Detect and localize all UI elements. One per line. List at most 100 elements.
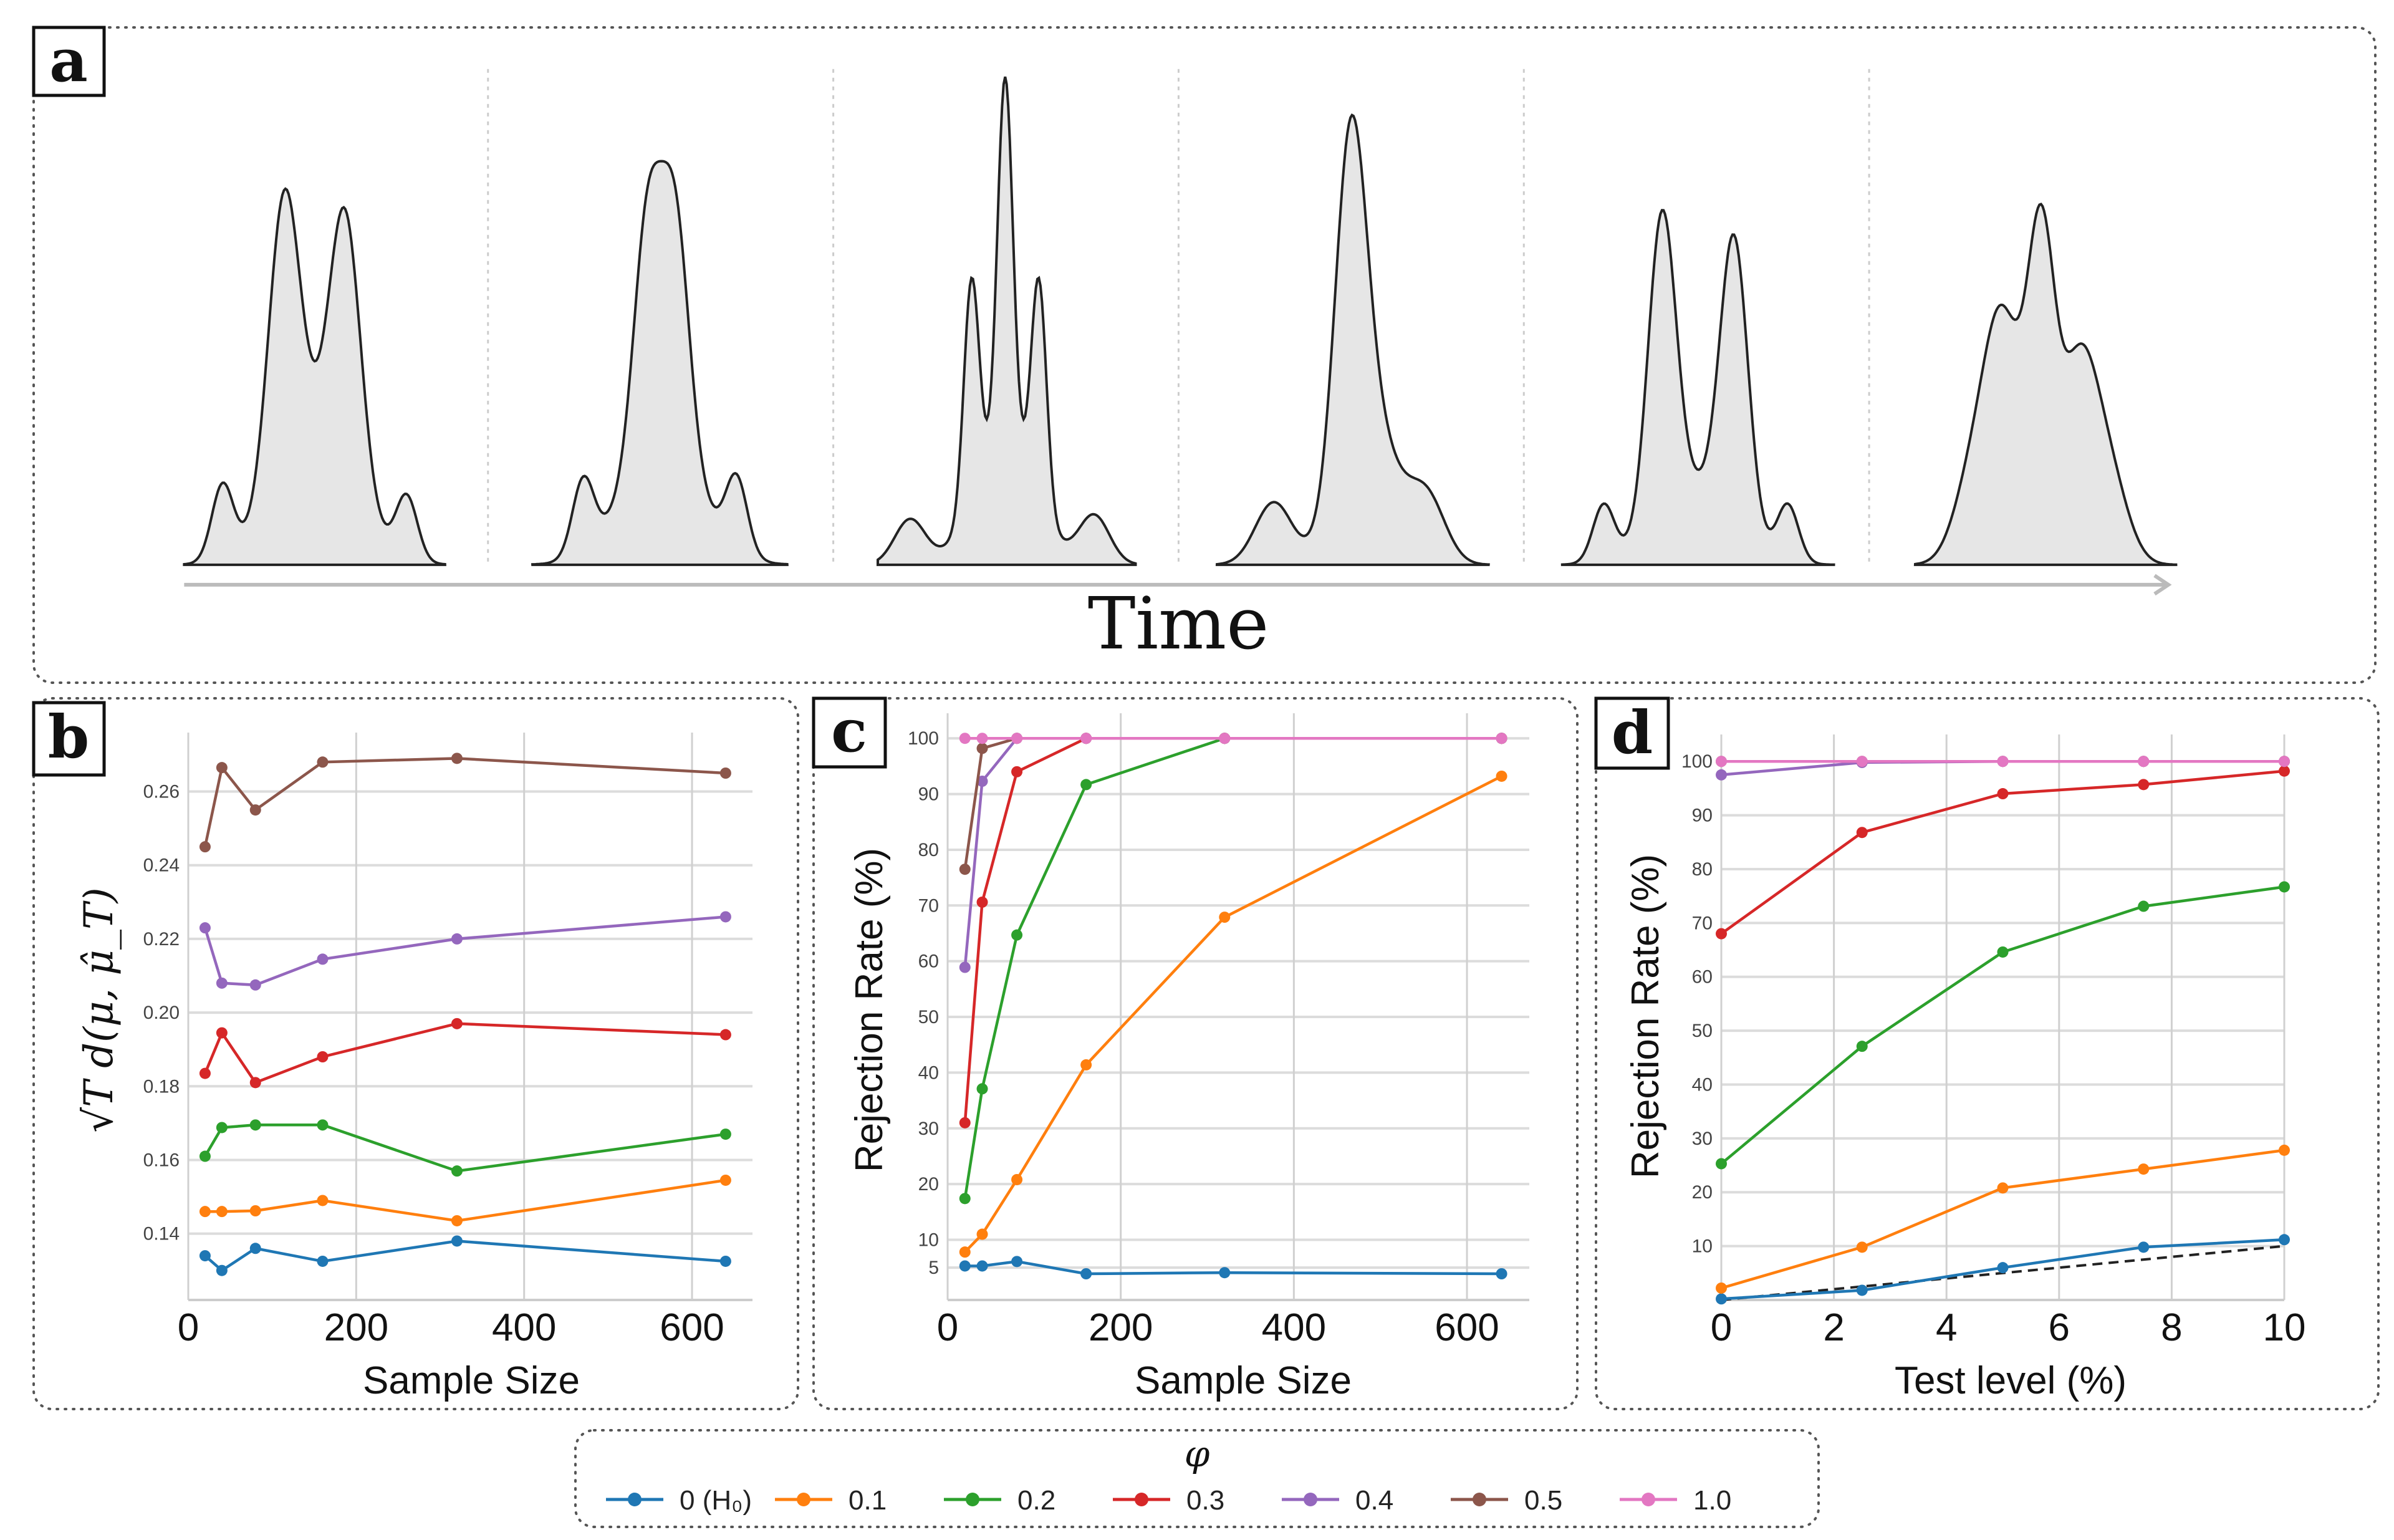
x-tick-label: 600 (1435, 1306, 1499, 1349)
data-point (199, 922, 211, 934)
data-point (959, 864, 971, 875)
y-tick-label: 100 (908, 728, 939, 749)
data-point (1856, 1041, 1868, 1052)
legend-item: 0.2 (944, 1485, 1055, 1516)
data-point (199, 1250, 211, 1262)
data-point (976, 1228, 988, 1240)
data-point (2279, 1234, 2290, 1246)
data-point (317, 1255, 329, 1267)
data-point (451, 1165, 463, 1177)
data-point (1080, 1059, 1092, 1071)
series-line-1 (204, 1178, 726, 1223)
data-point (249, 1077, 261, 1089)
legend-label: 0.3 (1186, 1485, 1224, 1516)
legend-marker (1642, 1493, 1655, 1506)
y-tick-label: 80 (1692, 859, 1713, 880)
panel-a-label: a (32, 26, 106, 97)
y-tick-label: 60 (1692, 967, 1713, 988)
data-point (719, 768, 731, 779)
x-tick-label: 8 (2161, 1306, 2182, 1349)
panel-c-frame (812, 697, 1579, 1410)
series-line-4 (963, 736, 1502, 968)
data-point (2279, 1144, 2290, 1156)
panel-b-label: b (32, 701, 106, 777)
density-distribution (183, 187, 446, 566)
data-point (2138, 900, 2150, 912)
legend-marker (1304, 1493, 1317, 1506)
legend-label: 0.1 (848, 1485, 887, 1516)
legend-item: 0.1 (775, 1485, 887, 1516)
data-point (249, 804, 261, 816)
data-point (1011, 733, 1023, 744)
y-tick-label: 60 (918, 951, 939, 972)
data-point (199, 1150, 211, 1162)
y-tick-label: 10 (1692, 1236, 1713, 1257)
data-point (216, 1206, 228, 1218)
data-point (976, 1260, 988, 1272)
legend-marker (797, 1493, 810, 1506)
panel-c-ylabel: Rejection Rate (%) (848, 848, 891, 1172)
data-point (1856, 756, 1868, 768)
y-tick-label: 0.24 (143, 855, 180, 876)
legend-frame (574, 1429, 1820, 1528)
legend-item: 0.4 (1282, 1485, 1393, 1516)
series-line-0 (204, 1239, 726, 1273)
data-point (199, 1067, 211, 1079)
x-tick-label: 0 (178, 1306, 199, 1349)
data-point (1219, 1267, 1231, 1279)
y-tick-label: 0.22 (143, 929, 180, 950)
data-point (451, 1215, 463, 1226)
data-point (1080, 779, 1092, 791)
data-point (216, 762, 228, 774)
panel-b-letter: b (48, 703, 89, 772)
data-point (2138, 756, 2150, 768)
legend-marker (1135, 1493, 1148, 1506)
data-point (1716, 1158, 1727, 1170)
data-point (1856, 1241, 1868, 1253)
data-point (2138, 1241, 2150, 1253)
data-point (1856, 1284, 1868, 1296)
y-tick-label: 20 (1692, 1182, 1713, 1203)
panel-c-label: c (812, 696, 887, 769)
panel-b-frame (32, 697, 799, 1410)
data-point (719, 1255, 731, 1267)
density-distribution (1560, 209, 1835, 566)
y-tick-label: 0.26 (143, 782, 180, 802)
data-point (976, 896, 988, 908)
y-tick-label: 40 (918, 1062, 939, 1083)
data-point (249, 1119, 261, 1131)
legend-item: 0.3 (1113, 1485, 1224, 1516)
y-tick-label: 50 (918, 1007, 939, 1027)
data-point (199, 1206, 211, 1218)
data-point (1716, 769, 1727, 781)
data-point (959, 961, 971, 973)
density-distribution (531, 160, 789, 566)
legend-item: 0.5 (1451, 1485, 1562, 1516)
panel-c-letter: c (831, 696, 867, 766)
series-line-4 (203, 915, 726, 987)
data-point (451, 933, 463, 945)
series-line-2 (1720, 885, 2285, 1165)
data-point (249, 1205, 261, 1216)
panel-d-xlabel: Test level (%) (1895, 1359, 2127, 1402)
legend-label: 0.5 (1524, 1485, 1562, 1516)
data-point (976, 743, 988, 754)
data-point (1716, 1282, 1727, 1294)
data-point (1997, 756, 2009, 768)
data-point (1716, 928, 1727, 940)
legend: 0 (H₀) 0.1 0.2 0.3 0.4 0.5 1.0 (606, 1485, 1731, 1516)
data-point (1219, 733, 1231, 744)
data-point (719, 1029, 731, 1041)
data-point (1011, 929, 1023, 941)
series-line-1 (964, 774, 1502, 1253)
legend-label: 0.2 (1017, 1485, 1055, 1516)
x-tick-label: 600 (660, 1306, 724, 1349)
legend-item: 1.0 (1620, 1485, 1731, 1516)
data-point (959, 1117, 971, 1129)
panel-d-label: d (1594, 696, 1670, 770)
panel-d-ylabel: Rejection Rate (%) (1624, 854, 1667, 1178)
y-tick-label: 0.16 (143, 1150, 180, 1170)
data-point (719, 1129, 731, 1140)
data-point (976, 1083, 988, 1095)
